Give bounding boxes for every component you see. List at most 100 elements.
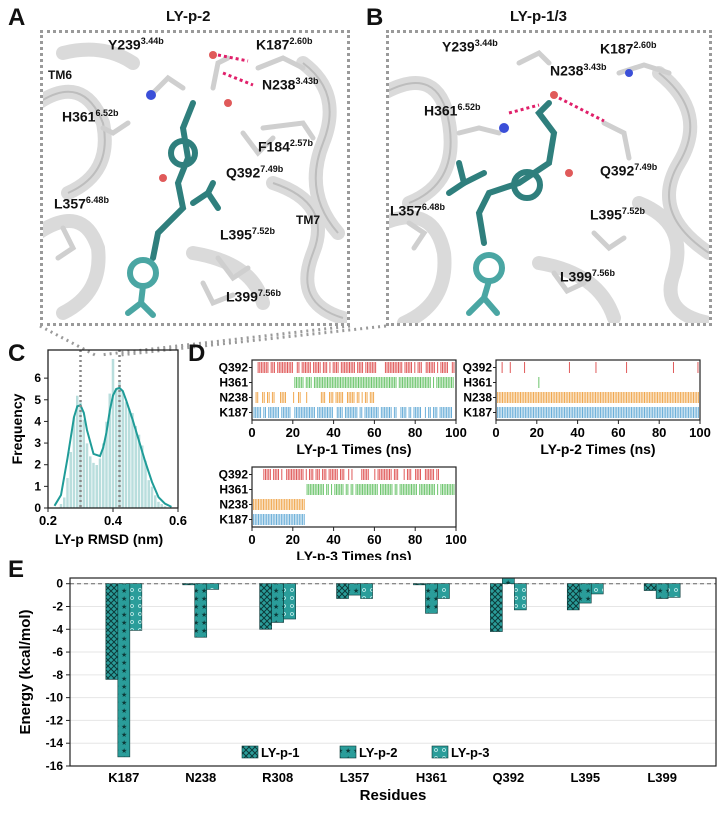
category-label: K187	[108, 770, 139, 785]
x-tick-label: 100	[689, 425, 711, 440]
panel-a-label-y239: Y2393.44b	[108, 36, 164, 53]
row-label: H361	[219, 483, 248, 497]
x-tick-label: 20	[286, 425, 300, 440]
histogram-bar	[88, 455, 93, 509]
panel-a-label-n238: N2383.43b	[262, 76, 319, 93]
panel-b-label-n238: N2383.43b	[550, 62, 607, 79]
legend-label: LY-p-2	[359, 745, 398, 760]
energy-bar	[425, 583, 438, 614]
histogram-bar	[124, 401, 128, 509]
energy-bar	[105, 583, 119, 680]
panel-b-label-l395: L3957.52b	[590, 206, 645, 223]
x-tick-label: 40	[326, 425, 340, 440]
y-tick-label: -16	[46, 759, 64, 773]
x-tick-label: 0.6	[169, 513, 187, 528]
energy-bar	[643, 583, 657, 591]
x-tick-label: 20	[530, 425, 544, 440]
energy-bar	[490, 583, 503, 632]
y-tick-label: 0	[56, 577, 63, 591]
y-tick-label: -8	[52, 668, 63, 682]
legend-label: LY-p-1	[261, 745, 300, 760]
histogram-bar	[153, 494, 158, 509]
panel-a-label-l395: L3957.52b	[220, 226, 275, 243]
histogram-bar	[111, 358, 115, 509]
x-tick-label: 40	[570, 425, 584, 440]
y-tick-label: 6	[34, 371, 41, 385]
energy-bar	[437, 583, 450, 599]
histogram-bar	[65, 477, 70, 509]
histogram-bar	[98, 457, 102, 509]
panel-a-label-tm6: TM6	[48, 68, 72, 82]
panel-b-letter: B	[366, 4, 384, 31]
row-label: H361	[219, 376, 248, 390]
category-label: L399	[647, 770, 677, 785]
histogram-bar	[130, 412, 135, 509]
row-label: Q392	[219, 361, 249, 375]
energy-bar	[578, 583, 592, 604]
panel-b-label-l399: L3997.56b	[560, 268, 615, 285]
energy-bar	[590, 583, 604, 595]
panel-a-structure	[40, 30, 350, 326]
x-tick-label: 80	[408, 425, 422, 440]
x-axis-title: Residues	[360, 787, 427, 804]
y-tick-label: -4	[52, 622, 63, 636]
y-tick-label: -10	[46, 691, 64, 705]
histogram-bar	[117, 380, 122, 509]
energy-bar	[206, 583, 220, 590]
y-tick-label: 3	[34, 436, 41, 450]
panel-d-letter: D	[188, 340, 206, 367]
energy-bar	[194, 583, 208, 638]
histogram-bar	[156, 501, 161, 509]
energy-bar	[283, 583, 296, 620]
histogram-bar	[62, 496, 67, 509]
energy-bar	[117, 583, 131, 758]
x-tick-label: 0	[492, 425, 499, 440]
y-tick-label: -2	[52, 599, 63, 613]
y-tick-label: -12	[46, 713, 64, 727]
panel-a-label-l357: L3576.48b	[54, 195, 109, 212]
category-label: H361	[416, 770, 447, 785]
energy-bar	[360, 583, 373, 599]
x-tick-label: 0.2	[39, 513, 57, 528]
panel-a-label-l399: L3997.56b	[226, 288, 281, 305]
histogram-bar	[114, 388, 119, 509]
histogram-bar	[81, 418, 86, 509]
x-tick-label: 80	[652, 425, 666, 440]
row-label: K187	[463, 406, 492, 420]
x-tick-label: 100	[445, 532, 467, 547]
energy-bar	[259, 583, 272, 630]
x-tick-label: 20	[286, 532, 300, 547]
kde-curve	[53, 386, 172, 508]
panel-a-label-q392: Q3927.49b	[226, 164, 284, 181]
row-label: N238	[219, 498, 248, 512]
row-label: H361	[463, 376, 492, 390]
histogram-bar	[146, 479, 151, 509]
histogram-bar	[85, 442, 89, 509]
histogram-bar	[78, 401, 83, 509]
panel-a-title: LY-p-2	[166, 8, 211, 25]
energy-bar	[667, 583, 681, 598]
histogram-bar	[133, 425, 138, 509]
row-label: N238	[219, 391, 248, 405]
panel-c-letter: C	[8, 340, 26, 367]
x-tick-label: 80	[408, 532, 422, 547]
panel-b-label-l357: L3576.48b	[390, 202, 445, 219]
row-label: Q392	[463, 361, 493, 375]
category-label: L357	[340, 770, 370, 785]
panel-a-label-k187: K1872.60b	[256, 36, 313, 53]
x-tick-label: 0.4	[104, 513, 123, 528]
panel-b-label-q392: Q3927.49b	[600, 162, 658, 179]
y-tick-label: 0	[34, 501, 41, 515]
y-tick-label: 5	[34, 393, 41, 407]
panel-a-letter: A	[8, 4, 26, 31]
energy-bar	[514, 583, 527, 611]
panel-e-bar-chart: ★0-2-4-6-8-10-12-14-16K187N238R308L357H3…	[17, 577, 717, 804]
raster-frame	[251, 359, 457, 421]
panel-b-structure	[386, 30, 712, 326]
y-tick-label: -14	[46, 736, 64, 750]
panel-b-label-y239: Y2393.44b	[442, 38, 498, 55]
x-tick-label: 0	[248, 425, 255, 440]
panel-b-structure-art	[389, 49, 709, 323]
energy-bar	[182, 583, 196, 586]
